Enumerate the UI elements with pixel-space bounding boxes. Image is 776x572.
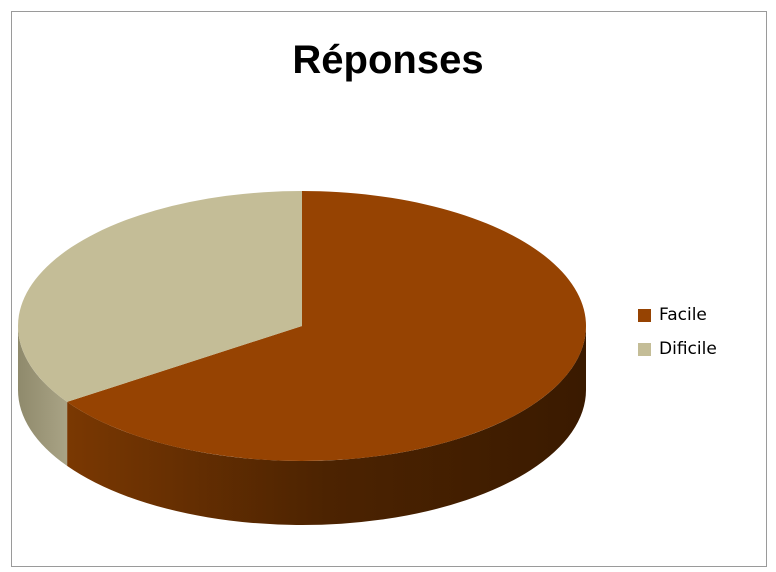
pie-side-dificile [18, 326, 68, 466]
pie-slice-dificile [18, 191, 303, 402]
legend-label-facile: Facile [659, 305, 707, 325]
legend-swatch-dificile [638, 342, 651, 356]
legend-item-dificile: Dificile [638, 332, 717, 366]
legend-swatch-facile [638, 308, 651, 322]
chart-title: Réponses [292, 38, 484, 82]
pie-slice-facile [67, 191, 587, 461]
legend: Facile Dificile [638, 298, 717, 366]
pie-side-facile [67, 326, 587, 525]
legend-item-facile: Facile [638, 298, 717, 332]
legend-label-dificile: Dificile [659, 339, 717, 359]
